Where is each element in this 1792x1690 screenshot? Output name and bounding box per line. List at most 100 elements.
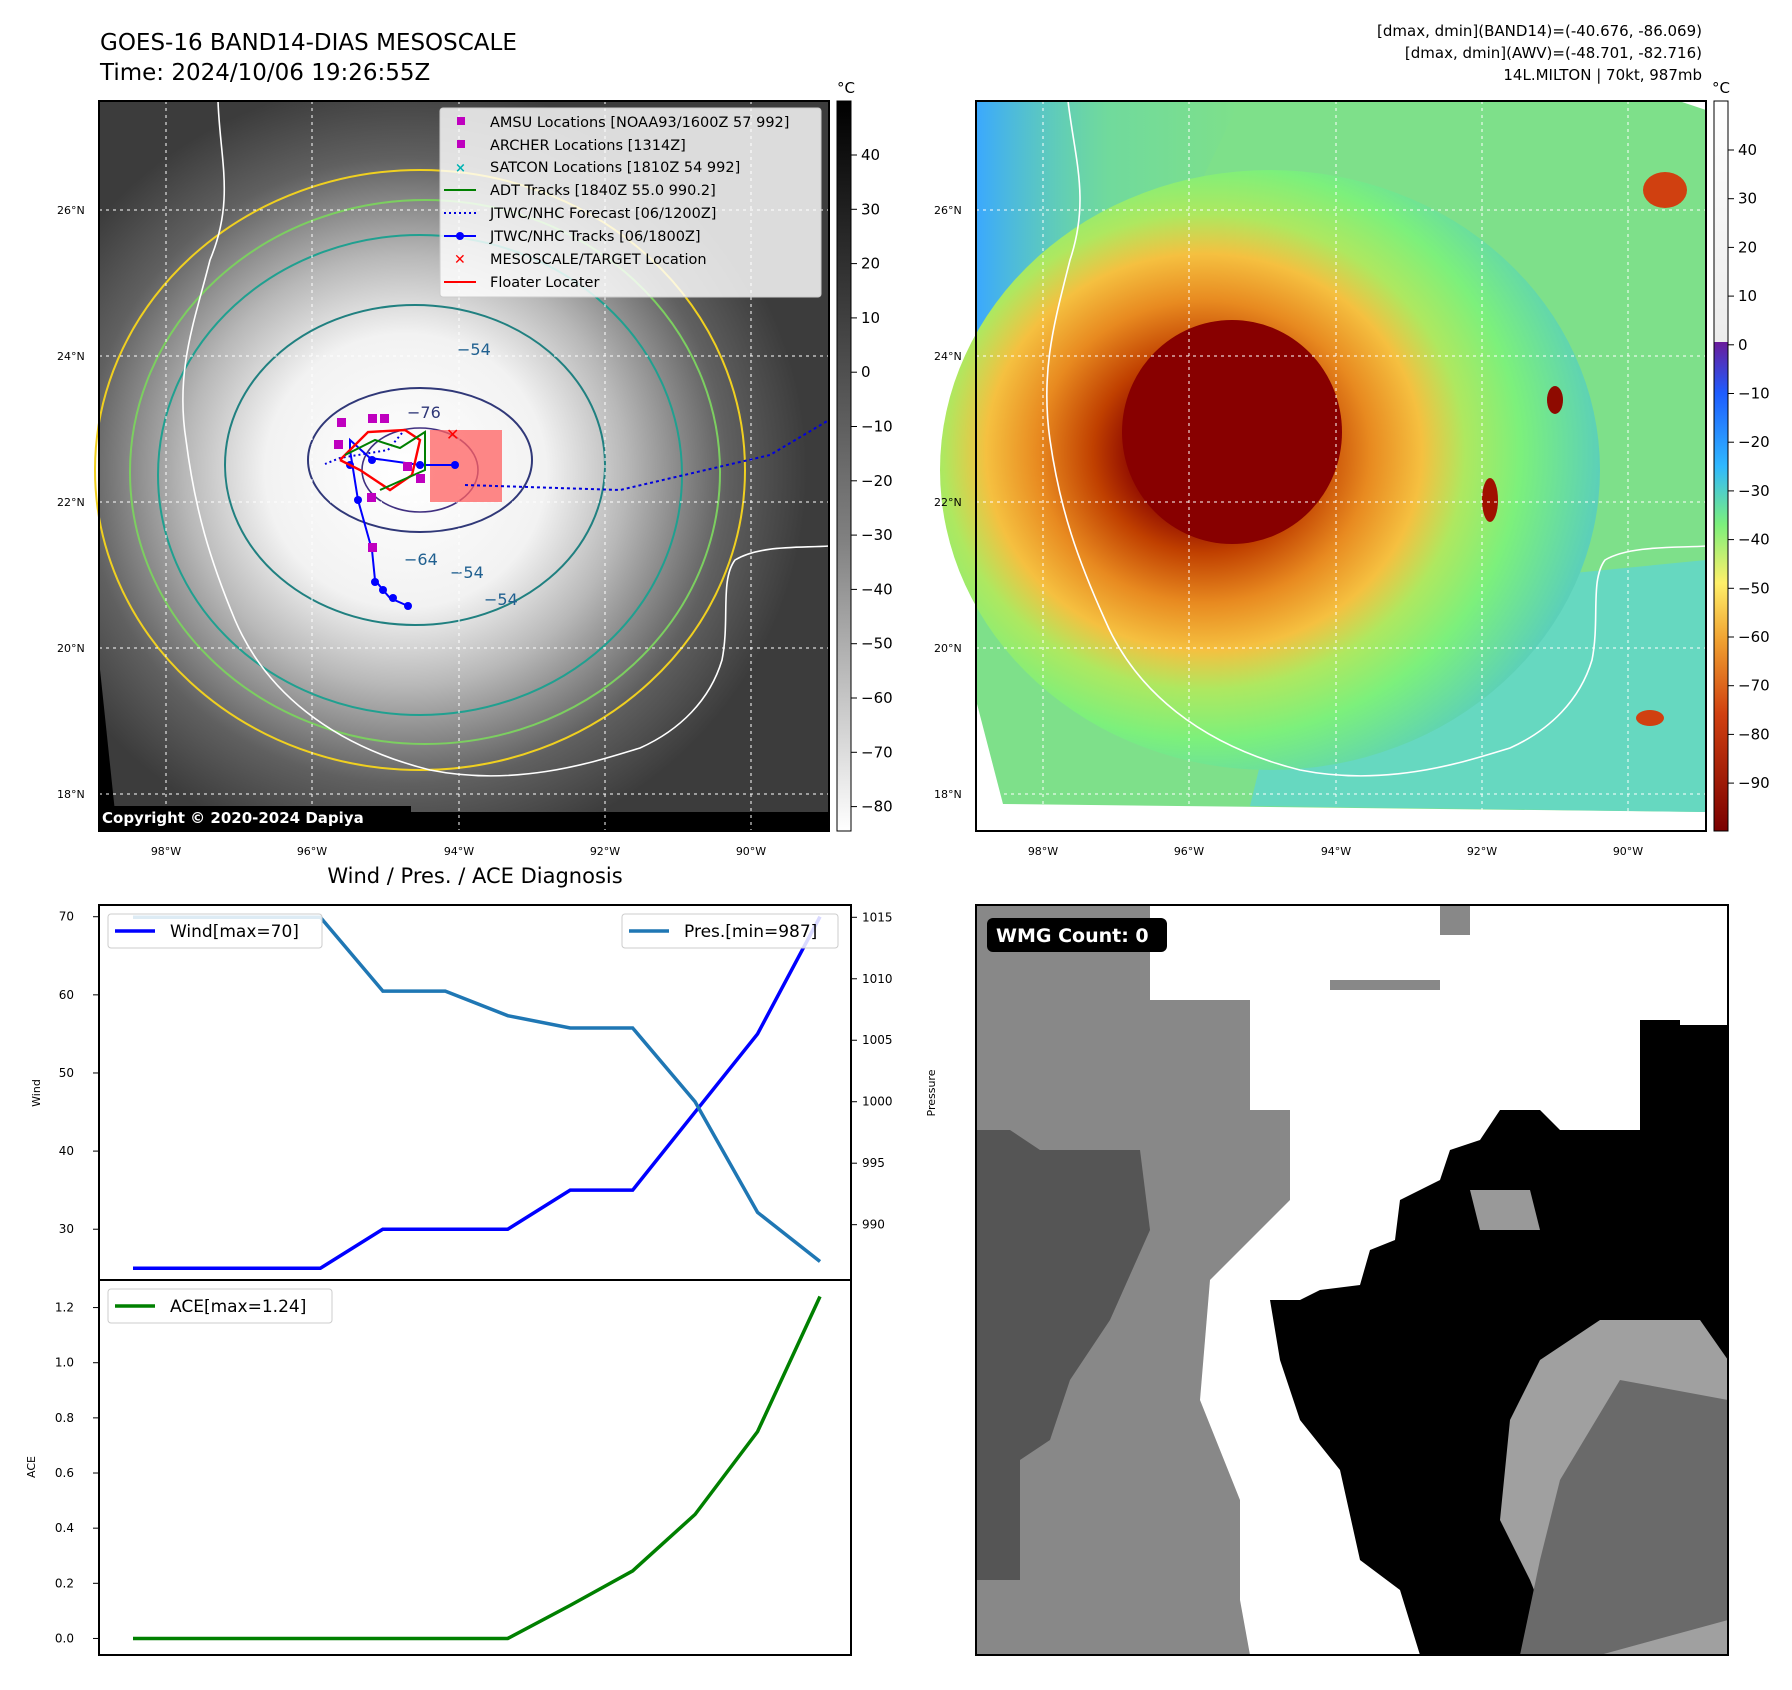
figure-title-line2: Time: 2024/10/06 19:26:55Z bbox=[99, 60, 430, 86]
right-lon-label-96: 96°W bbox=[1174, 845, 1204, 858]
right-cb-tick-label: −60 bbox=[1738, 628, 1770, 646]
wmg-badge-text: WMG Count: 0 bbox=[996, 925, 1149, 947]
right-lon-label-92: 92°W bbox=[1467, 845, 1497, 858]
right-map-frame bbox=[975, 100, 1707, 832]
pressure-legend: Pres.[min=987] bbox=[621, 913, 839, 949]
left-lon-label-90: 90°W bbox=[736, 845, 766, 858]
left-map-panel: −54 −76 −64 −54 −54 bbox=[57, 79, 893, 858]
legend-target: MESOSCALE/TARGET Location bbox=[490, 252, 707, 268]
left-cb-tick-label: 10 bbox=[861, 309, 880, 327]
legend-forecast: JTWC/NHC Forecast [06/1200Z] bbox=[489, 206, 716, 222]
ace-ytick-label: 1.2 bbox=[55, 1301, 74, 1315]
left-cb-tick-label: 20 bbox=[861, 255, 880, 273]
legend-satcon: SATCON Locations [1810Z 54 992] bbox=[490, 160, 740, 176]
ace-ytick-label: 0.8 bbox=[55, 1411, 74, 1425]
contour-label-4: −54 bbox=[450, 563, 484, 582]
left-lat-label-18: 18°N bbox=[57, 788, 85, 801]
right-colorbar bbox=[1713, 100, 1729, 832]
wind-series-line bbox=[133, 915, 822, 1271]
left-colorbar bbox=[836, 100, 852, 832]
ace-legend: ACE[max=1.24] bbox=[107, 1288, 333, 1324]
wind-ytick-label: 50 bbox=[59, 1066, 74, 1080]
floater-track bbox=[339, 428, 422, 492]
figure-title-line1: GOES-16 BAND14-DIAS MESOSCALE bbox=[100, 30, 517, 56]
left-coastline bbox=[182, 100, 830, 777]
ace-ytick-label: 0.2 bbox=[55, 1576, 74, 1590]
wind-ytick-label: 40 bbox=[59, 1144, 74, 1158]
wmg-dark-region bbox=[976, 1130, 1150, 1580]
right-cb-tick-label: −30 bbox=[1738, 482, 1770, 500]
dmax-band14-text: [dmax, dmin](BAND14)=(-40.676, -86.069) bbox=[1377, 22, 1702, 40]
left-lat-label-24: 24°N bbox=[57, 350, 85, 363]
wind-ytick-label: 70 bbox=[59, 910, 74, 924]
wind-legend-label: Wind[max=70] bbox=[170, 922, 299, 942]
ace-chart: 0.0 0.2 0.4 0.6 0.8 1.0 1.2 ACE ACE[max=1.24] bbox=[25, 1279, 852, 1656]
pressure-ytick-label: 1005 bbox=[862, 1033, 893, 1047]
right-lat-label-26: 26°N bbox=[934, 204, 962, 217]
left-cb-tick-label: −30 bbox=[861, 526, 893, 544]
left-lon-label-98: 98°W bbox=[151, 845, 181, 858]
right-colorbar-unit: °C bbox=[1712, 79, 1730, 97]
left-cb-tick-label: −60 bbox=[861, 689, 893, 707]
ace-axis-label: ACE bbox=[25, 1456, 38, 1478]
dmax-awv-text: [dmax, dmin](AWV)=(-48.701, -82.716) bbox=[1405, 44, 1702, 62]
contour-label-1: −54 bbox=[457, 340, 491, 359]
left-cb-tick-label: −80 bbox=[861, 798, 893, 816]
adt-track bbox=[344, 430, 426, 491]
left-cb-tick-label: 0 bbox=[861, 363, 871, 381]
diagnosis-title: Wind / Pres. / ACE Diagnosis bbox=[327, 864, 622, 888]
archer-legend-icon bbox=[457, 140, 465, 148]
left-cb-tick-label: −40 bbox=[861, 580, 893, 598]
right-cb-tick-label: 40 bbox=[1738, 141, 1757, 159]
wind-legend: Wind[max=70] bbox=[107, 913, 323, 949]
left-lon-label-92: 92°W bbox=[590, 845, 620, 858]
ace-frame bbox=[98, 1279, 852, 1656]
pressure-ytick-label: 1000 bbox=[862, 1095, 893, 1109]
right-lon-label-98: 98°W bbox=[1028, 845, 1058, 858]
legend-amsu: AMSU Locations [NOAA93/1600Z 57 992] bbox=[490, 115, 789, 131]
forecast-track bbox=[464, 419, 830, 492]
ace-series-line bbox=[133, 1295, 822, 1641]
legend-archer: ARCHER Locations [1314Z] bbox=[490, 138, 686, 154]
right-cb-tick-label: −20 bbox=[1738, 433, 1770, 451]
left-cb-tick-label: 30 bbox=[861, 200, 880, 218]
right-cb-tick-label: −80 bbox=[1738, 725, 1770, 743]
copyright-text: Copyright © 2020-2024 Dapiya bbox=[102, 809, 364, 827]
ace-ytick-label: 0.4 bbox=[55, 1521, 74, 1535]
wind-pressure-frame bbox=[98, 904, 852, 1281]
right-lat-label-22: 22°N bbox=[934, 496, 962, 509]
right-cb-tick-label: 0 bbox=[1738, 336, 1748, 354]
left-lon-label-96: 96°W bbox=[297, 845, 327, 858]
right-coastline bbox=[1045, 100, 1707, 777]
wind-axis-label: Wind bbox=[30, 1079, 43, 1107]
right-cb-tick-label: −90 bbox=[1738, 774, 1770, 792]
amsu-legend-icon bbox=[457, 117, 465, 125]
left-cb-tick-label: −50 bbox=[861, 635, 893, 653]
right-cb-tick-label: −50 bbox=[1738, 579, 1770, 597]
target-legend-icon: ✕ bbox=[454, 252, 466, 268]
left-colorbar-unit: °C bbox=[837, 79, 855, 97]
target-x-marker: ✕ bbox=[446, 425, 459, 444]
right-lat-label-20: 20°N bbox=[934, 642, 962, 655]
right-lat-label-24: 24°N bbox=[934, 350, 962, 363]
legend-adt: ADT Tracks [1840Z 55.0 990.2] bbox=[490, 183, 716, 199]
right-cb-tick-label: 10 bbox=[1738, 287, 1757, 305]
satcon-legend-icon: × bbox=[455, 161, 466, 176]
left-cb-tick-label: −10 bbox=[861, 418, 893, 436]
pressure-ytick-label: 990 bbox=[862, 1218, 885, 1232]
storm-core bbox=[1122, 320, 1342, 544]
left-lat-label-22: 22°N bbox=[57, 496, 85, 509]
contour-yellow bbox=[94, 169, 746, 771]
wind-ytick-label: 60 bbox=[59, 988, 74, 1002]
right-gridlines bbox=[976, 101, 1706, 831]
right-lat-label-18: 18°N bbox=[934, 788, 962, 801]
left-lon-label-94: 94°W bbox=[444, 845, 474, 858]
ace-ytick-label: 0.6 bbox=[55, 1466, 74, 1480]
contour-label-3: −64 bbox=[404, 550, 438, 569]
left-cb-tick-label: 40 bbox=[861, 146, 880, 164]
ace-legend-label: ACE[max=1.24] bbox=[170, 1297, 306, 1317]
ace-ytick-label: 0.0 bbox=[55, 1631, 74, 1645]
legend-tracks: JTWC/NHC Tracks [06/1800Z] bbox=[489, 229, 701, 245]
right-cb-tick-label: 30 bbox=[1738, 190, 1757, 208]
